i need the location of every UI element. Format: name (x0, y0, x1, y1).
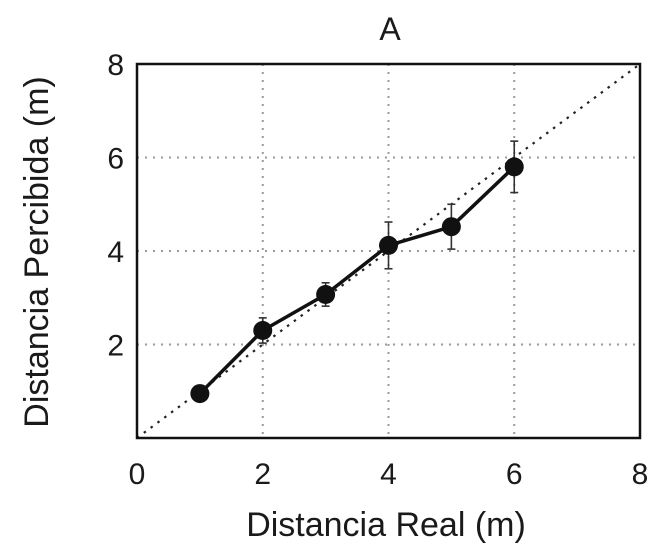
reference-diagonal (136, 63, 641, 439)
x-axis-label: Distancia Real (m) (246, 506, 526, 544)
x-tick-label: 6 (506, 458, 523, 491)
tick-labels: 0 2 4 6 8 2 4 6 8 (107, 49, 648, 491)
x-tick-label: 2 (254, 458, 271, 491)
y-tick-label: 2 (107, 330, 124, 363)
y-tick-label: 6 (107, 143, 124, 176)
y-tick-label: 4 (107, 236, 124, 269)
data-point (379, 235, 398, 255)
chart-title: A (379, 11, 401, 47)
data-point (316, 284, 336, 304)
data-point (441, 217, 461, 237)
data-point (190, 384, 210, 404)
data-point (504, 157, 524, 177)
identity-line (136, 63, 641, 439)
x-tick-label: 8 (632, 458, 649, 491)
x-tick-label: 4 (380, 458, 397, 491)
y-axis-label: Distancia Percibida (m) (18, 76, 56, 427)
data-point (253, 320, 273, 340)
x-tick-label: 0 (129, 458, 146, 491)
plot-frame (135, 62, 642, 440)
y-tick-label: 8 (107, 49, 124, 82)
series-line (198, 165, 516, 395)
data-series (190, 140, 524, 404)
